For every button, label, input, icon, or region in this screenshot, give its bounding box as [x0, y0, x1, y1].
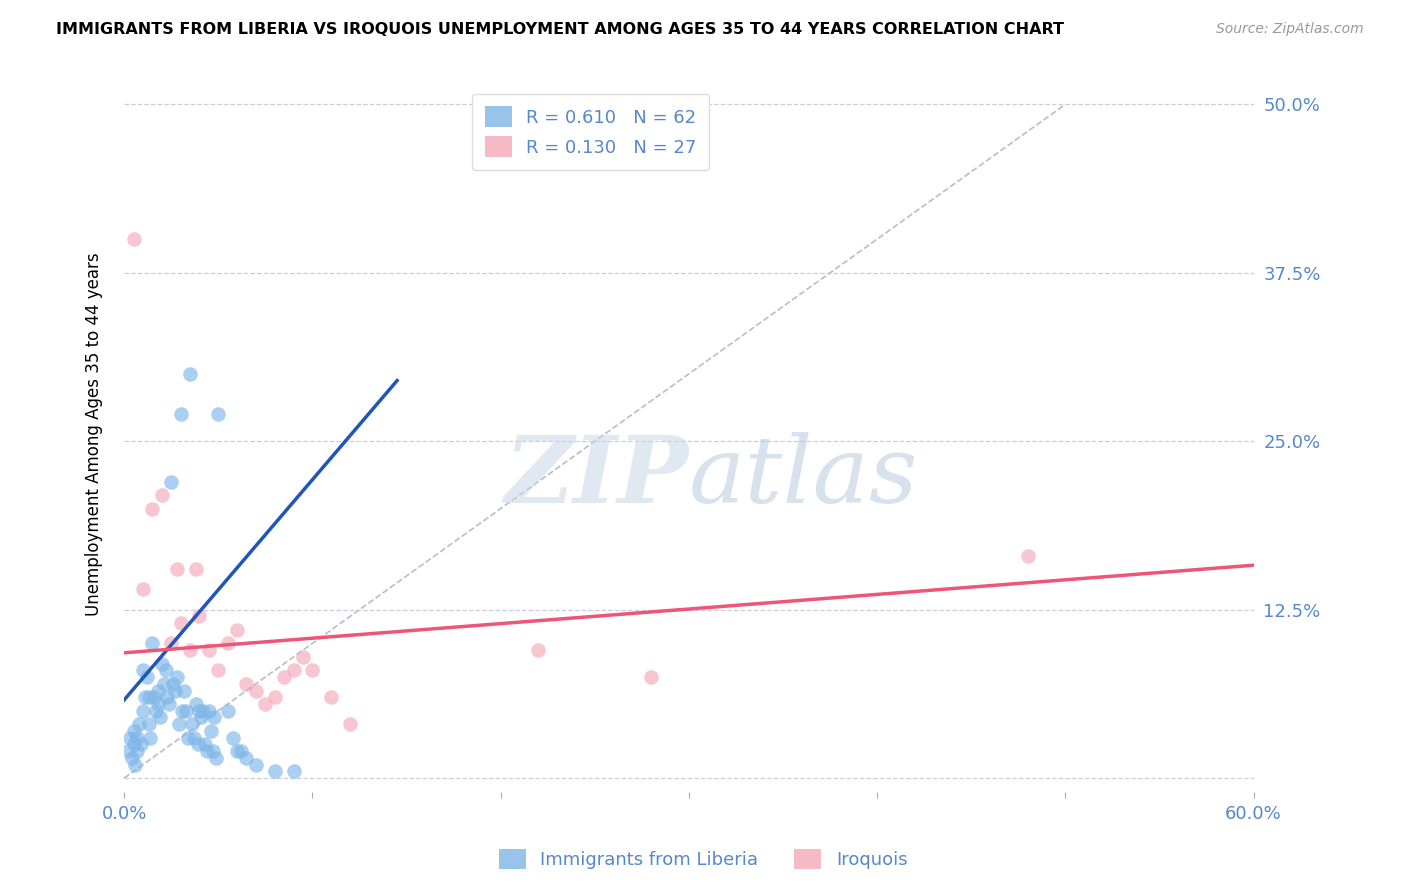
Point: [138, 690, 160, 705]
Point: [122, 723, 145, 738]
Point: [204, 710, 226, 724]
Point: [179, 367, 201, 381]
Point: [156, 690, 179, 705]
Point: [132, 582, 155, 597]
Point: [527, 643, 550, 657]
Point: [291, 649, 314, 664]
Point: [195, 744, 218, 758]
Point: [190, 710, 212, 724]
Point: [205, 751, 228, 765]
Point: [339, 717, 361, 731]
Point: [217, 636, 239, 650]
Point: [1017, 549, 1039, 563]
Point: [174, 704, 197, 718]
Point: [198, 704, 221, 718]
Point: [226, 623, 249, 637]
Point: [254, 697, 277, 711]
Point: [173, 683, 195, 698]
Point: [179, 643, 201, 657]
Point: [117, 744, 139, 758]
Point: [245, 757, 267, 772]
Legend: R = 0.610   N = 62, R = 0.130   N = 27: R = 0.610 N = 62, R = 0.130 N = 27: [472, 94, 709, 169]
Point: [283, 663, 305, 677]
Point: [217, 704, 239, 718]
Point: [134, 690, 156, 705]
Point: [118, 731, 141, 745]
Point: [160, 636, 183, 650]
Point: [283, 764, 305, 779]
Point: [127, 731, 149, 745]
Point: [187, 738, 209, 752]
Point: [155, 663, 177, 677]
Point: [200, 723, 222, 738]
Point: [160, 475, 183, 489]
Point: [149, 710, 172, 724]
Point: [301, 663, 323, 677]
Point: [184, 562, 207, 576]
Point: [184, 697, 207, 711]
Point: [143, 690, 166, 705]
Point: [169, 407, 191, 421]
Point: [139, 731, 162, 745]
Point: [122, 232, 145, 246]
Point: [121, 751, 143, 765]
Point: [207, 663, 229, 677]
Point: [146, 697, 169, 711]
Text: IMMIGRANTS FROM LIBERIA VS IROQUOIS UNEMPLOYMENT AMONG AGES 35 TO 44 YEARS CORRE: IMMIGRANTS FROM LIBERIA VS IROQUOIS UNEM…: [56, 22, 1064, 37]
Point: [273, 670, 295, 684]
Point: [145, 704, 167, 718]
Y-axis label: Unemployment Among Ages 35 to 44 years: Unemployment Among Ages 35 to 44 years: [86, 252, 103, 616]
Point: [263, 690, 285, 705]
Text: atlas: atlas: [689, 433, 918, 523]
Point: [128, 717, 150, 731]
Point: [222, 731, 245, 745]
Point: [207, 407, 229, 421]
Point: [127, 744, 149, 758]
Point: [321, 690, 343, 705]
Point: [166, 670, 188, 684]
Point: [235, 751, 257, 765]
Point: [229, 744, 252, 758]
Point: [166, 562, 188, 576]
Point: [162, 677, 184, 691]
Point: [245, 683, 267, 698]
Point: [226, 744, 249, 758]
Point: [135, 670, 157, 684]
Point: [194, 738, 217, 752]
Text: ZIP: ZIP: [505, 433, 689, 523]
Point: [132, 663, 155, 677]
Point: [193, 704, 215, 718]
Point: [177, 731, 200, 745]
Point: [188, 704, 211, 718]
Legend: Immigrants from Liberia, Iroquois: Immigrants from Liberia, Iroquois: [489, 839, 917, 879]
Point: [132, 704, 155, 718]
Point: [150, 488, 173, 502]
Point: [180, 717, 202, 731]
Point: [183, 731, 205, 745]
Point: [157, 697, 180, 711]
Point: [201, 744, 224, 758]
Point: [640, 670, 662, 684]
Point: [138, 717, 160, 731]
Text: Source: ZipAtlas.com: Source: ZipAtlas.com: [1216, 22, 1364, 37]
Point: [146, 683, 169, 698]
Point: [129, 738, 152, 752]
Point: [141, 636, 163, 650]
Point: [122, 738, 145, 752]
Point: [198, 643, 221, 657]
Point: [152, 677, 174, 691]
Point: [169, 616, 191, 631]
Point: [163, 683, 186, 698]
Point: [188, 609, 211, 624]
Point: [150, 657, 173, 671]
Point: [172, 704, 194, 718]
Point: [167, 717, 190, 731]
Point: [235, 677, 257, 691]
Point: [124, 757, 146, 772]
Point: [263, 764, 285, 779]
Point: [141, 501, 163, 516]
